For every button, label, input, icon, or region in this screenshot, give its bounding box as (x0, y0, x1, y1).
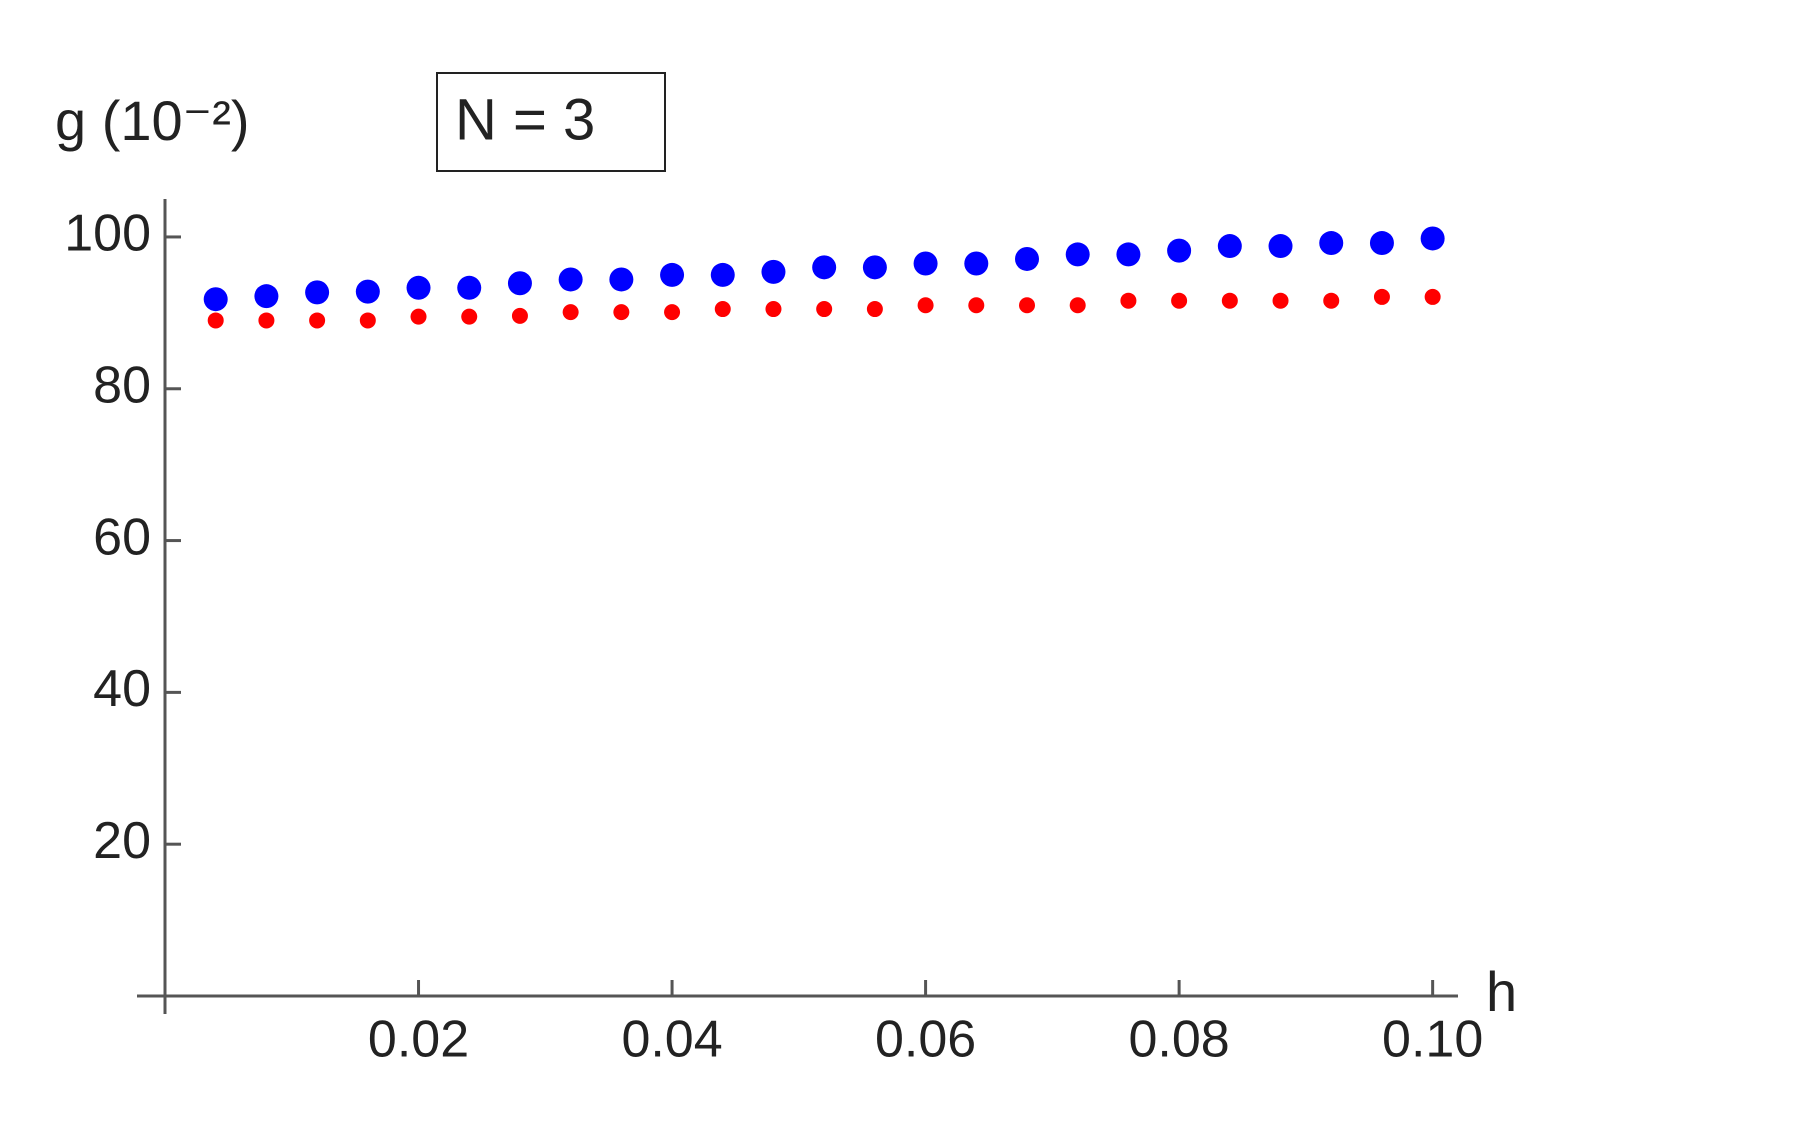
data-point (305, 280, 330, 305)
data-point (359, 312, 376, 329)
data-point (1217, 234, 1242, 259)
data-point (968, 297, 985, 314)
data-point (1069, 297, 1086, 314)
data-point (207, 312, 224, 329)
data-point (203, 287, 228, 312)
x-tick-label: 0.06 (875, 1011, 976, 1069)
x-tick-label: 0.02 (368, 1011, 469, 1069)
y-tick-label: 100 (64, 205, 151, 263)
data-point (765, 301, 782, 318)
data-point (562, 304, 579, 321)
data-point (964, 251, 989, 276)
data-point (461, 308, 478, 325)
data-point (714, 301, 731, 318)
data-point (1272, 292, 1289, 309)
data-point (1019, 297, 1035, 314)
x-tick-label: 0.04 (621, 1011, 722, 1069)
data-point (917, 297, 934, 314)
x-tick-label: 0.10 (1382, 1011, 1483, 1069)
annotation: N = 3 (455, 87, 595, 152)
data-point (1120, 292, 1137, 309)
data-point (609, 267, 634, 292)
data-point (816, 301, 833, 318)
x-tick-label: 0.08 (1129, 1011, 1230, 1069)
data-point (1167, 238, 1192, 263)
data-point (355, 279, 380, 304)
y-axis-label: g (10⁻²) (55, 89, 250, 152)
data-point (1268, 234, 1293, 259)
data-point (1116, 242, 1141, 267)
data-point (664, 304, 681, 321)
data-point (410, 308, 427, 325)
data-point (862, 255, 887, 280)
data-point (1015, 246, 1039, 271)
data-point (406, 275, 431, 300)
data-point (1221, 292, 1238, 309)
data-point (1420, 226, 1445, 251)
data-point (1373, 288, 1390, 305)
data-point (457, 275, 482, 300)
y-tick-label: 40 (93, 660, 151, 718)
x-axis-label: h (1486, 960, 1517, 1023)
data-point (1424, 288, 1441, 305)
data-point (1369, 231, 1394, 256)
data-point (812, 255, 837, 280)
annotation-box (436, 72, 666, 172)
data-point (1171, 292, 1188, 309)
data-point (866, 301, 883, 318)
data-point (511, 307, 528, 324)
data-point (913, 251, 938, 276)
data-point (507, 271, 532, 296)
data-point (258, 312, 275, 329)
data-point (1319, 231, 1344, 256)
y-tick-label: 80 (93, 356, 151, 414)
data-point (761, 259, 786, 284)
y-tick-label: 60 (93, 508, 151, 566)
data-point (558, 267, 583, 292)
data-point (660, 262, 685, 287)
data-point (254, 284, 279, 309)
data-point (613, 304, 630, 321)
data-point (1323, 292, 1340, 309)
y-tick-label: 20 (93, 812, 151, 870)
data-point (1065, 242, 1090, 267)
data-point (710, 262, 735, 287)
data-point (309, 312, 326, 329)
